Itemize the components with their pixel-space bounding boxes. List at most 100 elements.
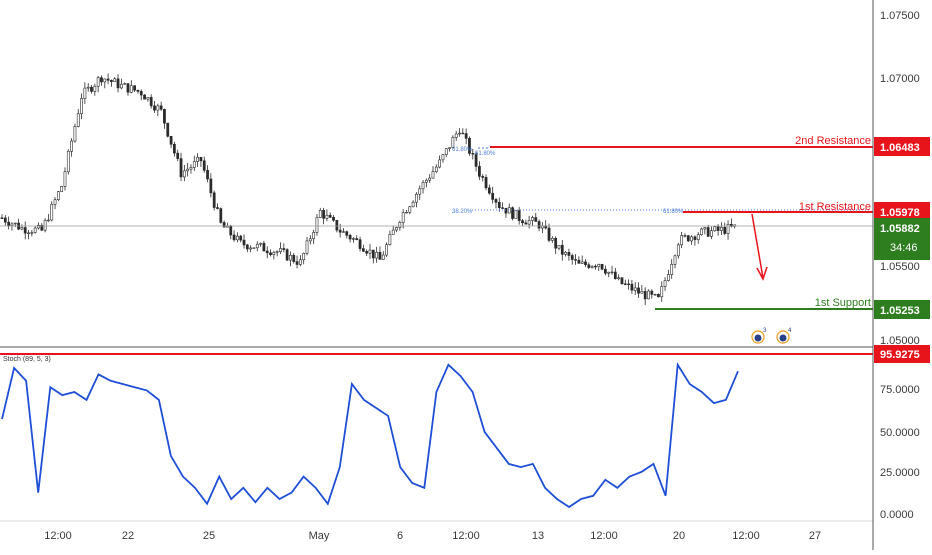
candle	[129, 85, 133, 93]
candle	[76, 113, 80, 127]
candle	[53, 199, 57, 205]
event-marker[interactable]: 4	[776, 328, 792, 344]
stoch-tick: 75.0000	[880, 384, 920, 396]
candle	[189, 167, 193, 170]
candle	[305, 240, 309, 254]
candle	[398, 222, 402, 228]
candle	[3, 217, 7, 223]
second-resistance-badge: 1.06483	[874, 137, 930, 156]
time-axis-label: 12:00	[44, 530, 72, 542]
svg-text:1.05978: 1.05978	[880, 207, 920, 219]
first-support-badge: 1.05253	[874, 300, 930, 319]
candle	[318, 210, 322, 218]
candle	[680, 235, 684, 246]
candle	[531, 217, 534, 221]
candle	[381, 254, 385, 260]
candle	[289, 254, 292, 261]
candle	[106, 78, 110, 81]
candle	[123, 83, 127, 85]
candle	[577, 259, 581, 264]
candle	[504, 207, 508, 214]
candle	[627, 283, 630, 286]
candle	[43, 220, 47, 231]
time-axis-label: 27	[809, 530, 821, 542]
candle	[116, 78, 120, 89]
candle	[232, 234, 236, 241]
candle	[617, 277, 621, 280]
candle	[424, 179, 428, 183]
candle	[33, 227, 37, 233]
candle	[481, 176, 485, 178]
candle	[484, 177, 488, 189]
candle	[182, 170, 186, 178]
candle	[312, 232, 316, 240]
candle	[444, 148, 448, 155]
candle	[388, 234, 392, 246]
candle	[647, 290, 650, 300]
candle	[574, 259, 577, 261]
svg-text:4: 4	[788, 328, 792, 334]
time-axis-label: 13	[532, 530, 544, 542]
candle	[325, 214, 329, 219]
candle	[252, 247, 256, 249]
candle	[345, 231, 349, 236]
fib-label: 38.20%	[452, 209, 473, 215]
first-resistance-badge: 1.05978	[874, 202, 930, 221]
candle	[534, 217, 538, 222]
candle	[570, 255, 574, 260]
candle	[560, 244, 564, 255]
candle	[219, 208, 223, 223]
time-axis-label: 6	[397, 530, 403, 542]
candle	[56, 191, 60, 201]
candle	[554, 238, 558, 249]
candle	[428, 177, 432, 181]
candle	[547, 227, 551, 241]
candle	[418, 188, 422, 195]
candle	[713, 226, 717, 232]
candle	[594, 265, 597, 268]
candle	[706, 227, 710, 237]
candle	[186, 168, 190, 172]
price-scale[interactable]	[873, 0, 932, 522]
candle	[620, 277, 624, 285]
candle	[451, 137, 455, 148]
candle	[348, 235, 352, 240]
candle	[497, 201, 501, 209]
stoch-tick: 50.0000	[880, 427, 920, 439]
stoch-level-badge: 95.9275	[874, 345, 930, 363]
bar-countdown: 34:46	[890, 242, 918, 254]
candle	[352, 238, 355, 240]
candle	[587, 264, 591, 268]
price-tick: 1.05000	[880, 335, 920, 347]
candle	[285, 249, 289, 261]
candle	[133, 85, 136, 91]
candle	[567, 252, 571, 256]
candle	[63, 171, 67, 187]
candle	[494, 199, 498, 203]
candle	[434, 166, 438, 172]
candle	[176, 152, 180, 159]
candle	[468, 138, 471, 154]
candle	[637, 287, 640, 294]
candle	[613, 271, 617, 280]
candle	[159, 105, 163, 110]
candle	[375, 251, 379, 259]
candle	[448, 147, 451, 149]
candle	[315, 217, 319, 233]
candle	[60, 186, 64, 193]
event-marker[interactable]: 3	[751, 328, 767, 344]
svg-text:95.9275: 95.9275	[880, 349, 920, 361]
candle	[86, 86, 90, 89]
candle	[66, 150, 70, 173]
candle	[564, 252, 567, 255]
time-axis[interactable]: 12:00 22 25 May 6 12:00 13 12:00 20 12:0…	[44, 530, 821, 542]
candle	[673, 255, 677, 265]
fib-label: 61.80%	[475, 151, 496, 157]
candle	[710, 230, 713, 237]
time-axis-label: 25	[203, 530, 215, 542]
candle	[156, 105, 160, 111]
candle	[640, 291, 644, 294]
candle	[358, 239, 362, 249]
